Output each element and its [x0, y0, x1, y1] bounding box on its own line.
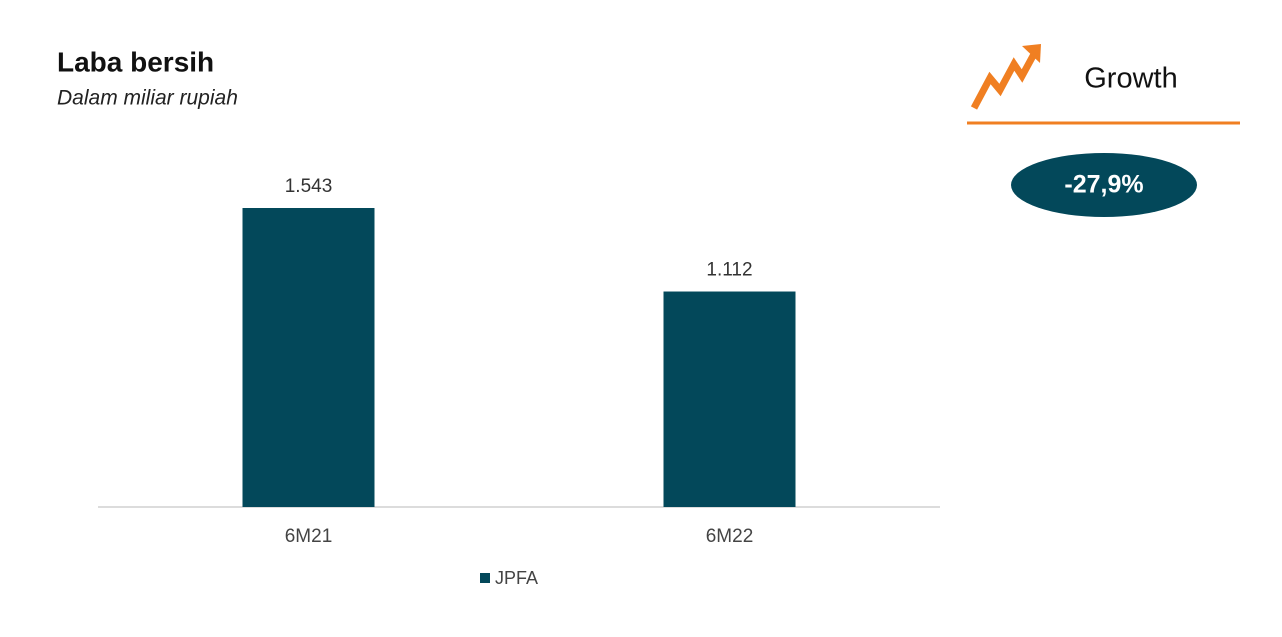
- data-label: 1.112: [706, 260, 752, 281]
- data-label: 1.543: [285, 176, 333, 197]
- growth-icon: [970, 44, 1041, 110]
- bar: [663, 291, 796, 507]
- legend-swatch: [480, 573, 490, 583]
- growth-label: Growth: [1084, 63, 1177, 95]
- legend-label: JPFA: [495, 568, 538, 588]
- x-tick-label: 6M21: [285, 526, 333, 547]
- bar: [242, 208, 375, 507]
- growth-badge: [1011, 153, 1197, 217]
- x-tick-label: 6M22: [706, 526, 754, 547]
- chart-title: Laba bersih: [57, 46, 214, 77]
- chart-subtitle: Dalam miliar rupiah: [57, 87, 238, 110]
- growth-value: -27,9%: [1064, 171, 1143, 199]
